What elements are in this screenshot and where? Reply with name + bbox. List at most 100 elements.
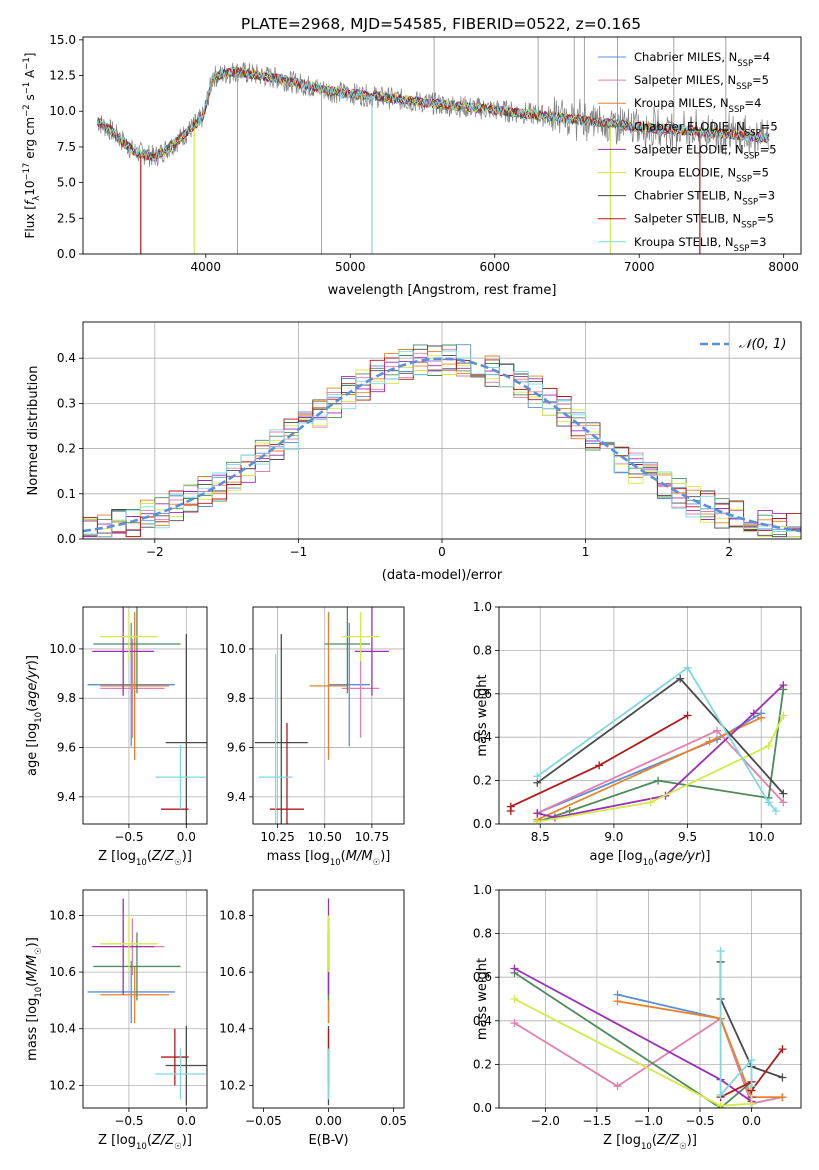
panel-spectrum: 4000 5000 6000 7000 8000 0.0 2.5 5.0 7.5 10.0 12.5… [22, 33, 802, 298]
weight-marker [510, 964, 519, 973]
axes-frame [498, 606, 802, 825]
y-tick-label: 0.0 [57, 532, 76, 546]
y-tick-label: 10.6 [49, 965, 76, 979]
label-part: ( [25, 707, 40, 712]
x-tick-label: 10.0 [748, 830, 775, 844]
x-tick-label: −1.5 [582, 1114, 611, 1128]
weight-line [536, 666, 777, 812]
x-tick-label: 8000 [768, 260, 799, 274]
x-tick-label: 0.05 [380, 1114, 407, 1128]
x-tick-label: 0.0 [742, 1114, 761, 1128]
weight-marker [764, 798, 773, 807]
legend-label: 𝒩(0, 1) [739, 337, 786, 352]
y-tick-label: 9.4 [57, 790, 76, 804]
label-part: Chabrier ELODIE, N [634, 119, 745, 133]
y-axis-label: mass [log10(M/M☉)] [25, 937, 44, 1061]
x-tick-label: 9.5 [678, 830, 697, 844]
plot-area [83, 607, 207, 824]
y-tick-label: 0.1 [57, 487, 76, 501]
weight-marker [683, 663, 692, 672]
weight-marker [683, 711, 692, 720]
y-tick-label: 2.5 [57, 211, 76, 225]
legend-label: Salpeter ELODIE, NSSP=5 [634, 142, 777, 161]
x-axis-label: wavelength [Angstrom, rest frame] [328, 283, 557, 298]
weight-line [514, 967, 753, 1104]
plot-area [499, 890, 801, 1108]
label-part: 10 [34, 712, 44, 723]
label-part: Salpeter ELODIE, N [634, 142, 744, 156]
residual-histogram [83, 357, 801, 538]
label-part: )] [25, 937, 40, 947]
weight-marker [646, 798, 655, 807]
label-part: =3 [749, 235, 766, 249]
legend-label: Chabrier MILES, NSSP=4 [634, 50, 770, 69]
y-tick-label: 0.6 [473, 687, 492, 701]
axes-frame [82, 36, 802, 255]
label-part: Kroupa STELIB, N [634, 235, 734, 249]
x-axis-label: Z [log10(Z/Z☉)] [98, 1133, 192, 1152]
y-tick-label: 10.4 [49, 1022, 76, 1036]
weight-marker [533, 809, 542, 818]
label-part: Z [log [603, 1133, 641, 1148]
x-tick-label: 0.0 [177, 830, 196, 844]
y-tick-label: 0.4 [473, 730, 492, 744]
label-part: ] [23, 53, 37, 58]
weight-marker [716, 947, 725, 956]
y-tick-label: 0.6 [473, 970, 492, 984]
x-tick-label: 6000 [479, 260, 510, 274]
axes-frame [498, 889, 802, 1109]
x-axis-label: age [log10(age/yr)] [590, 849, 711, 868]
x-tick-label: 0.00 [315, 1114, 342, 1128]
weight-marker [705, 737, 714, 746]
x-tick-label: 4000 [191, 260, 222, 274]
plot-area [83, 890, 207, 1108]
legend-label: Salpeter MILES, NSSP=5 [634, 73, 769, 92]
label-part: f [23, 199, 37, 205]
label-part: Kroupa ELODIE, N [634, 166, 736, 180]
y-tick-label: 1.0 [473, 600, 492, 614]
label-part: =5 [752, 166, 769, 180]
label-part: )] [700, 849, 710, 864]
legend-label: Chabrier ELODIE, NSSP=5 [634, 119, 778, 138]
y-tick-label: 9.6 [227, 741, 246, 755]
plot-area [253, 607, 404, 824]
label-part: E(B-V) [308, 1133, 348, 1148]
weight-marker [565, 806, 574, 815]
label-part: −2 [22, 104, 32, 117]
weight-line [537, 715, 785, 823]
panel-weight-vs-Z: −2.0 −1.5 −1.0 −0.5 0.0 0.0 0.2 0.4 0.6 0.8 1.0 Z [… [473, 883, 802, 1152]
weight-marker [506, 802, 515, 811]
y-tick-label: 9.6 [57, 741, 76, 755]
label-part: Chabrier STELIB, N [634, 189, 742, 203]
x-tick-label: 0.0 [177, 1114, 196, 1128]
weight-marker [778, 1093, 787, 1102]
panel-age-vs-mass: 10.25 10.50 10.75 9.4 9.6 9.8 10.0 mass [log10(… [219, 606, 405, 868]
weight-marker [533, 817, 542, 824]
y-tick-label: 10.8 [219, 908, 246, 922]
label-part: ( [654, 849, 659, 864]
label-part: ( [341, 849, 346, 864]
label-part: −17 [22, 163, 32, 181]
x-tick-label: −0.5 [685, 1114, 714, 1128]
x-axis-label: E(B-V) [308, 1133, 348, 1148]
label-part: =4 [744, 96, 761, 110]
y-axis-label: mass weight [475, 958, 490, 1040]
weight-marker [713, 726, 722, 735]
label-part: Z/Z [151, 1133, 175, 1148]
residual-histogram [83, 355, 801, 538]
weight-marker [779, 798, 788, 807]
panel-residuals: −2 −1 0 1 2 0.0 0.1 0.2 0.3 0.4 𝒩(0, 1) Normed dist… [26, 321, 802, 583]
label-part: Kroupa MILES, N [634, 96, 729, 110]
x-tick-label: −1.0 [634, 1114, 663, 1128]
label-part: Flux [ [23, 205, 37, 238]
label-part: SSP [742, 198, 758, 208]
y-tick-label: 0.4 [57, 351, 76, 365]
weight-marker [778, 1045, 787, 1054]
gaussian-curve [83, 357, 801, 533]
x-axis-label: mass [log10(M/M☉)] [267, 849, 391, 868]
label-part: SSP [737, 59, 753, 69]
x-tick-label: 0 [438, 545, 446, 559]
y-tick-label: 12.5 [49, 69, 76, 83]
y-tick-label: 0.8 [473, 927, 492, 941]
